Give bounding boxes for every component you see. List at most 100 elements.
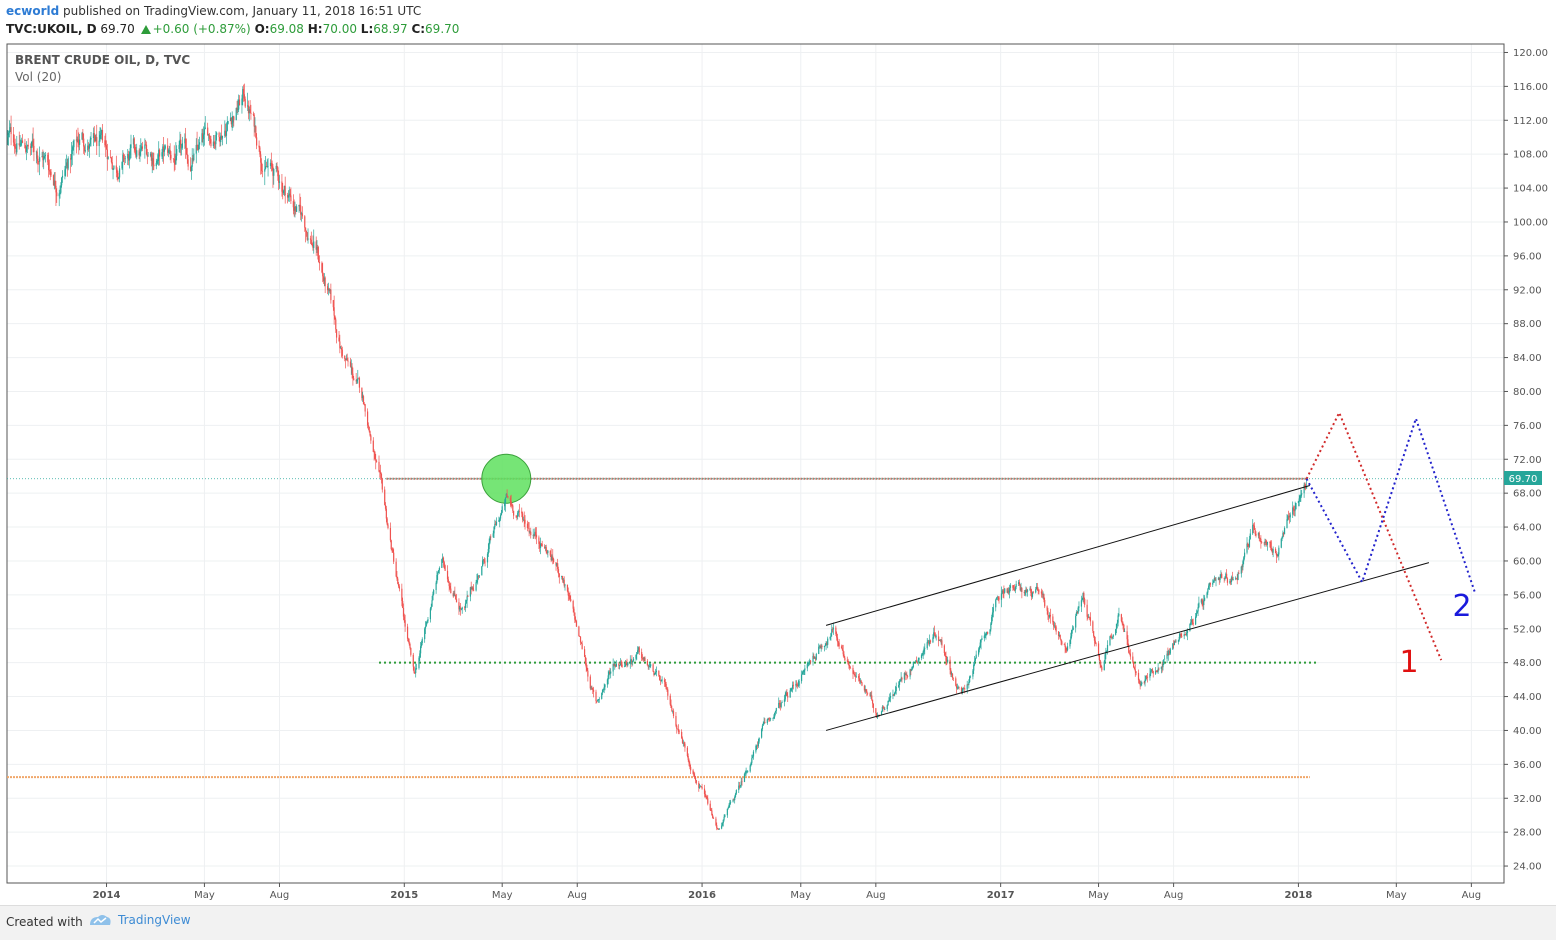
- candle-body: [71, 149, 73, 155]
- candle-body: [402, 608, 405, 617]
- candle-body: [637, 650, 639, 653]
- candle-body: [78, 143, 80, 145]
- candle-body: [667, 689, 669, 696]
- candle-body: [882, 706, 884, 709]
- candle-body: [179, 139, 181, 145]
- candle-body: [192, 158, 194, 161]
- candle-body: [350, 366, 352, 368]
- candle-body: [252, 113, 254, 115]
- candle-body: [849, 668, 852, 669]
- candle-body: [1000, 593, 1003, 600]
- candle-body: [546, 552, 548, 553]
- candle-body: [552, 558, 555, 563]
- candle-body: [1116, 622, 1118, 624]
- candle-body: [619, 661, 622, 666]
- candle-body: [1168, 651, 1170, 656]
- candle-body: [996, 597, 998, 599]
- candle-body: [185, 138, 187, 149]
- candle-body: [265, 166, 267, 169]
- candle-body: [1031, 592, 1034, 597]
- candle-body: [152, 158, 154, 165]
- candle-body: [369, 431, 371, 436]
- candle-body: [1155, 670, 1157, 674]
- candle-body: [105, 145, 108, 150]
- candle-body: [1082, 592, 1084, 600]
- candle-body: [721, 825, 723, 829]
- candle-body: [1121, 621, 1123, 624]
- y-tick-label: 68.00: [1513, 489, 1542, 500]
- candle-body: [209, 138, 211, 140]
- candle-body: [906, 674, 908, 677]
- candle-body: [1018, 582, 1021, 586]
- candle-body: [140, 149, 142, 152]
- candle-body: [603, 687, 605, 689]
- candle-body: [1036, 586, 1038, 590]
- candle-body: [561, 575, 564, 581]
- candle-body: [933, 632, 936, 635]
- candle-body: [284, 185, 286, 196]
- low-value: 68.97: [373, 22, 408, 36]
- y-tick-label: 36.00: [1513, 760, 1542, 771]
- candle-body: [962, 688, 964, 691]
- tradingview-link[interactable]: TradingView: [88, 913, 191, 927]
- candle-body: [972, 670, 974, 677]
- candle-body: [601, 692, 603, 699]
- candle-body: [101, 129, 104, 141]
- chart-grid: [7, 44, 1504, 883]
- candle-body: [292, 201, 294, 208]
- candle-body: [464, 607, 466, 609]
- candle-body: [724, 815, 726, 817]
- candle-body: [787, 695, 789, 698]
- candle-body: [695, 780, 697, 783]
- candle-body: [1254, 529, 1256, 534]
- candle-body: [1184, 634, 1186, 635]
- candle-body: [625, 662, 627, 664]
- candle-body: [973, 660, 976, 665]
- candle-body: [444, 565, 446, 571]
- candle-body: [335, 329, 338, 338]
- candle-body: [675, 715, 677, 726]
- candle-body: [379, 471, 381, 473]
- candle-body: [33, 145, 35, 152]
- candle-body: [989, 629, 991, 634]
- candle-body: [436, 575, 438, 583]
- candle-body: [318, 261, 321, 264]
- x-tick-label: 2017: [987, 890, 1015, 901]
- candle-body: [910, 669, 912, 671]
- candle-body: [1009, 585, 1012, 588]
- candle-body: [751, 758, 753, 763]
- candle-body: [870, 695, 872, 697]
- candle-body: [298, 204, 300, 207]
- candle-body: [858, 675, 860, 679]
- candle-body: [844, 657, 846, 661]
- candle-body: [26, 144, 28, 147]
- candle-body: [438, 567, 440, 571]
- candle-body: [90, 138, 92, 140]
- candle-body: [610, 671, 612, 674]
- candle-body: [704, 794, 706, 796]
- candle-body: [449, 586, 451, 589]
- candle-body: [927, 641, 929, 643]
- candle-body: [50, 171, 52, 176]
- candle-body: [892, 694, 894, 697]
- candle-body: [835, 627, 837, 634]
- y-tick-label: 108.00: [1513, 150, 1548, 161]
- candle-body: [288, 193, 290, 196]
- candle-body: [272, 166, 274, 176]
- candle-body: [220, 135, 223, 139]
- candle-body: [1274, 548, 1277, 554]
- candle-body: [689, 763, 691, 767]
- candle-body: [1300, 494, 1302, 496]
- candle-body: [1178, 636, 1180, 640]
- candle-body: [901, 677, 903, 680]
- candle-body: [1020, 587, 1022, 591]
- author-link[interactable]: ecworld: [6, 4, 60, 18]
- price-chart[interactable]: 24.00 28.00 32.00 36.00 40.00 44.00 48.00 52.00…: [0, 0, 1556, 905]
- candle-body: [353, 378, 355, 381]
- candle-body: [846, 660, 848, 662]
- candle-body: [329, 289, 331, 291]
- x-tick-label: 2016: [688, 890, 716, 901]
- candle-body: [687, 756, 689, 760]
- candle-body: [647, 665, 649, 667]
- candle-body: [1124, 631, 1126, 632]
